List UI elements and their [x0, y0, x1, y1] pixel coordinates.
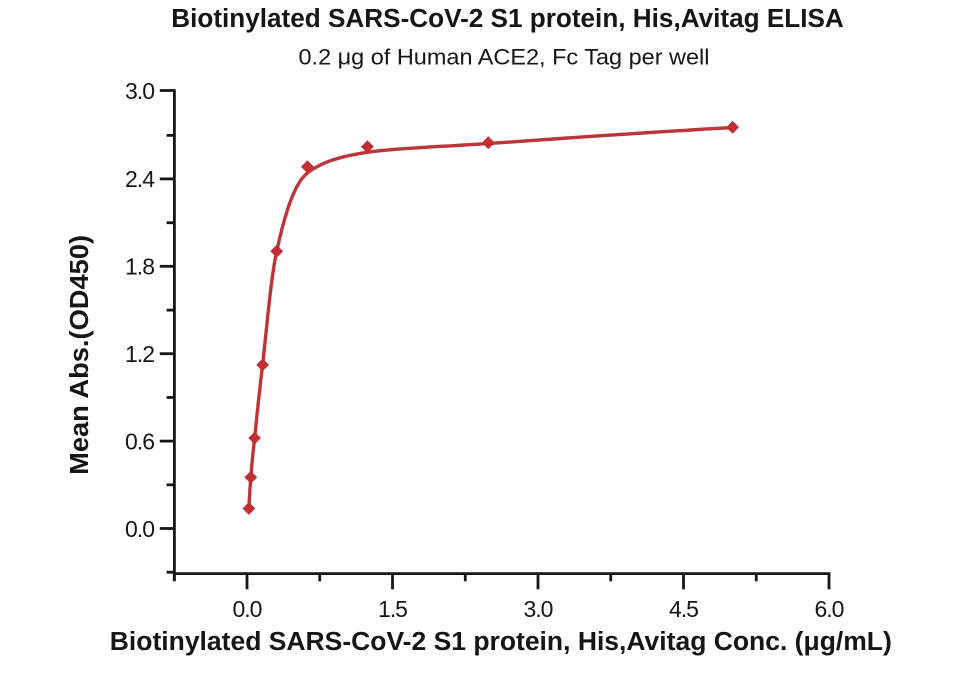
- svg-text:4.5: 4.5: [669, 596, 698, 622]
- svg-text:1.8: 1.8: [125, 254, 154, 280]
- svg-text:0.0: 0.0: [125, 516, 154, 542]
- svg-text:Mean Abs.(OD450): Mean Abs.(OD450): [66, 235, 94, 475]
- svg-text:0.6: 0.6: [125, 428, 154, 454]
- svg-text:0.2 μg of Human ACE2, Fc Tag p: 0.2 μg of Human ACE2, Fc Tag per well: [299, 45, 710, 70]
- svg-text:3.0: 3.0: [524, 596, 553, 622]
- svg-text:2.4: 2.4: [125, 166, 155, 192]
- svg-text:3.0: 3.0: [125, 78, 154, 104]
- svg-text:Biotinylated SARS-CoV-2 S1 pro: Biotinylated SARS-CoV-2 S1 protein, His,…: [171, 5, 844, 33]
- svg-text:0.0: 0.0: [233, 596, 262, 622]
- svg-text:Biotinylated SARS-CoV-2 S1 pro: Biotinylated SARS-CoV-2 S1 protein, His,…: [110, 626, 892, 656]
- svg-text:1.5: 1.5: [378, 596, 407, 622]
- svg-text:6.0: 6.0: [815, 596, 844, 622]
- svg-text:1.2: 1.2: [125, 341, 154, 367]
